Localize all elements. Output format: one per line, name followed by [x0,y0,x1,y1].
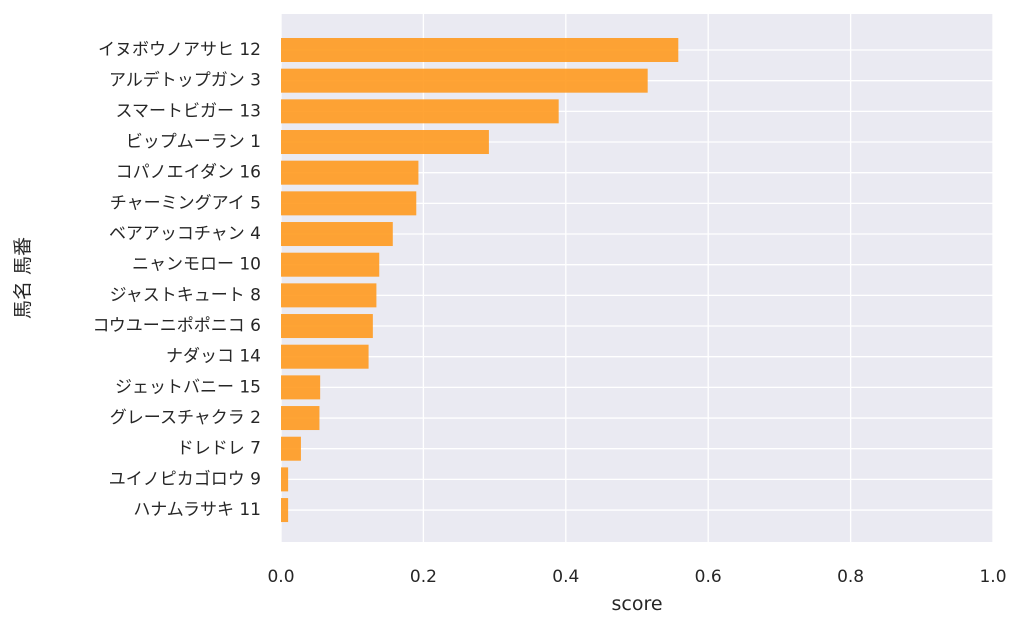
y-tick-label: イヌボウノアサヒ 12 [98,40,261,60]
bar [281,38,679,62]
bar [281,498,289,523]
y-tick-label: ジェットバニー 15 [115,377,261,397]
y-tick-label: ユイノピカゴロウ 9 [109,468,261,489]
y-tick-label: グレースチャクラ 2 [110,408,261,428]
x-tick-label: 0.2 [410,567,437,587]
y-tick-label: ハナムラサキ 11 [133,500,261,520]
y-tick-label: チャーミングアイ 5 [110,193,261,213]
y-tick-label: ベアアッコチャン 4 [109,224,261,244]
y-tick-label: ニャンモロー 10 [132,255,261,275]
y-tick-label: ジャストキュート 8 [110,285,261,305]
y-tick-label: スマートビガー 13 [115,101,261,121]
y-tick-label: アルデトップガン 3 [109,70,261,91]
x-axis-label: score [611,593,662,615]
bar [281,314,373,339]
x-tick-labels: 0.0 0.2 0.4 0.6 0.8 1.0 [267,567,1006,587]
bar [281,467,289,492]
bar [281,375,321,400]
bar [281,191,417,216]
bar [281,406,320,431]
bar [281,252,380,277]
bar [281,68,648,93]
plot-area [281,14,993,542]
bars [281,38,679,523]
x-tick-label: 0.0 [267,567,294,587]
bar [281,130,489,155]
y-tick-label: ナダッコ 14 [166,347,261,367]
y-tick-label: コパノエイダン 16 [116,163,261,183]
x-tick-label: 0.6 [695,567,722,587]
bar [281,160,419,185]
y-tick-labels: イヌボウノアサヒ 12 アルデトップガン 3 スマートビガー 13 ビップムーラン 1… [92,40,261,520]
bar [281,99,559,124]
bar [281,283,377,308]
x-tick-label: 0.8 [837,567,864,587]
x-tick-label: 0.4 [552,567,579,587]
bar [281,436,301,461]
y-tick-label: ドレドレ 7 [177,439,261,459]
y-tick-label: ビップムーラン 1 [126,132,261,152]
y-axis-label: 馬名 馬番 [12,237,34,319]
y-tick-label: コウユーニポポニコ 6 [92,316,261,336]
bar [281,222,393,247]
x-tick-label: 1.0 [979,567,1006,587]
bar [281,344,369,369]
